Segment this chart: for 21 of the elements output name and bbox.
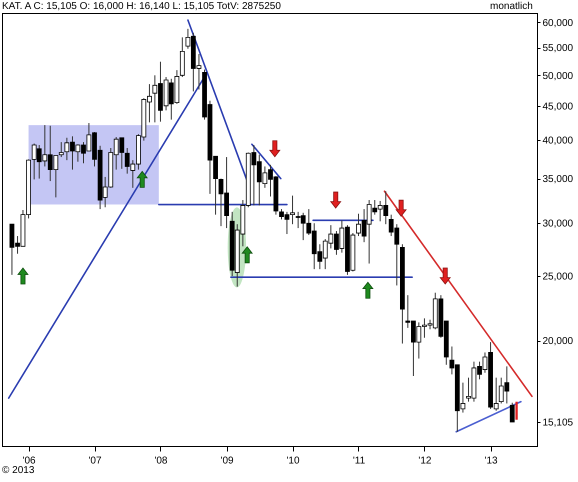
- y-tick-label: 40,000: [542, 135, 574, 146]
- y-tick-label: 35,000: [542, 174, 574, 186]
- y-tick-label: 45,000: [542, 101, 574, 112]
- x-tick-label: '06: [22, 456, 36, 466]
- y-tick-label: 20,000: [542, 336, 574, 348]
- y-tick-label: 60,000: [542, 18, 574, 29]
- y-tick-label: 30,000: [542, 218, 574, 230]
- y-tick-label: 15,105: [542, 417, 574, 428]
- x-tick-label: '09: [220, 456, 234, 466]
- y-tick-label: 55,000: [542, 43, 574, 54]
- y-tick-label: 25,000: [542, 272, 574, 283]
- x-tick-label: '13: [484, 456, 498, 466]
- y-tick-label: 50,000: [542, 70, 574, 82]
- x-tick-label: '10: [286, 456, 300, 466]
- x-tick-label: '12: [418, 456, 432, 466]
- x-tick-label: '11: [352, 456, 366, 466]
- chart-subtitle: monatlich: [490, 1, 533, 12]
- chart-title: KAT. A C: 15,105 O: 16,000 H: 16,140 L: 15,105 TotV: 2875250: [2, 1, 281, 12]
- text: © 2013: [1, 465, 36, 476]
- x-tick-label: '08: [154, 456, 168, 466]
- x-tick-label: '07: [88, 456, 102, 466]
